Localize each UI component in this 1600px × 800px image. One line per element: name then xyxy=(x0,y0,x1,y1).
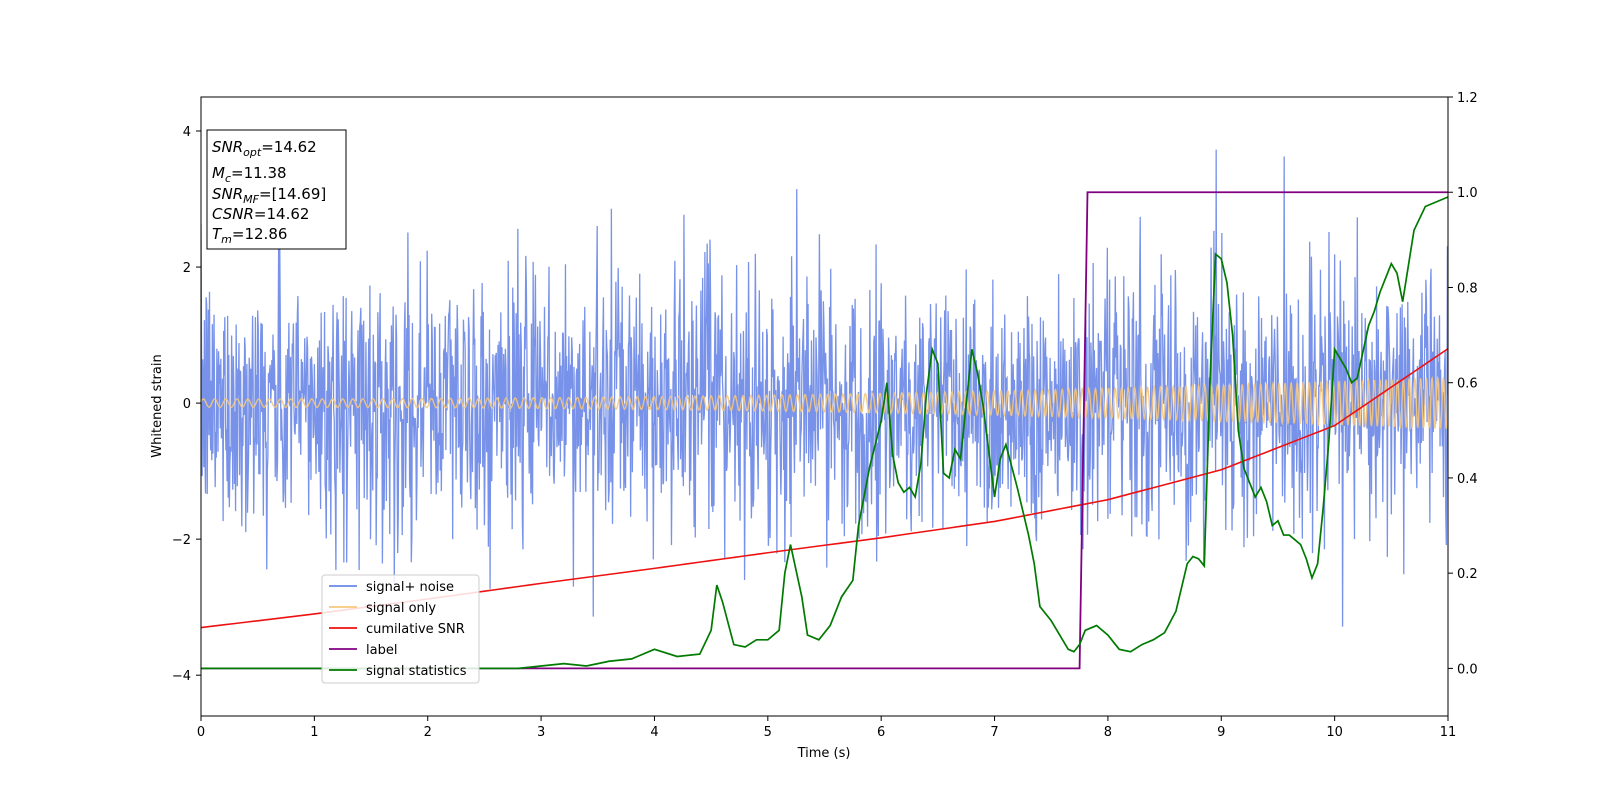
x-tick-label: 2 xyxy=(424,725,432,740)
series-signal-only-line xyxy=(201,375,1448,430)
x-tick-label: 8 xyxy=(1104,725,1112,740)
info-snr-mf: SNRMF=[14.69] xyxy=(212,185,326,206)
x-tick-label: 5 xyxy=(764,725,772,740)
y-tick-label-left: 4 xyxy=(183,125,191,140)
y-tick-label-right: 1.0 xyxy=(1457,186,1478,201)
x-axis-label: Time (s) xyxy=(797,746,851,761)
legend-entry-label: signal only xyxy=(366,601,436,616)
y-tick-label-left: 0 xyxy=(183,397,191,412)
y-axis-label-left: Whitened strain xyxy=(150,354,165,457)
y-tick-label-right: 0.6 xyxy=(1457,377,1478,392)
axes: 0 1 2 3 4 5 6 7 8 9 10 11 −4 −2 0 2 4 0.0 0.2 0.4 0.6 0.8 1.0 1… xyxy=(172,91,1478,740)
x-tick-label: 0 xyxy=(197,725,205,740)
x-tick-label: 4 xyxy=(650,725,658,740)
series-label-line xyxy=(201,191,1448,670)
legend: signal+ noise signal only cumilative SNR la… xyxy=(321,574,480,684)
info-mc: Mc=11.38 xyxy=(212,164,287,185)
y-tick-label-left: −4 xyxy=(172,669,191,684)
series-signal-statistics-line xyxy=(201,196,1448,670)
y-tick-label-right: 0.0 xyxy=(1457,662,1478,677)
y-tick-label-right: 1.2 xyxy=(1457,91,1478,106)
legend-entry-label: signal+ noise xyxy=(366,580,454,595)
y-tick-label-right: 0.2 xyxy=(1457,567,1478,582)
info-tm: Tm=12.86 xyxy=(212,225,287,246)
x-tick-label: 1 xyxy=(310,725,318,740)
x-tick-label: 11 xyxy=(1440,725,1457,740)
y-tick-label-left: −2 xyxy=(172,533,191,548)
x-tick-label: 9 xyxy=(1217,725,1225,740)
legend-entry-label: cumilative SNR xyxy=(366,622,465,637)
y-tick-label-right: 0.8 xyxy=(1457,281,1478,296)
info-snr-opt: SNRopt=14.62 xyxy=(212,138,317,159)
legend-entry-label: signal statistics xyxy=(366,664,467,679)
legend-entry-label: label xyxy=(366,643,397,658)
plot-frame xyxy=(200,96,1449,717)
info-box: SNRopt=14.62 Mc=11.38 SNRMF=[14.69] CSNR… xyxy=(206,129,347,250)
x-tick-label: 10 xyxy=(1326,725,1343,740)
x-tick-label: 6 xyxy=(877,725,885,740)
y-tick-label-right: 0.4 xyxy=(1457,472,1478,487)
x-tick-label: 3 xyxy=(537,725,545,740)
x-tick-label: 7 xyxy=(990,725,998,740)
info-csnr: CSNR=14.62 xyxy=(212,205,309,223)
y-tick-label-left: 2 xyxy=(183,261,191,276)
